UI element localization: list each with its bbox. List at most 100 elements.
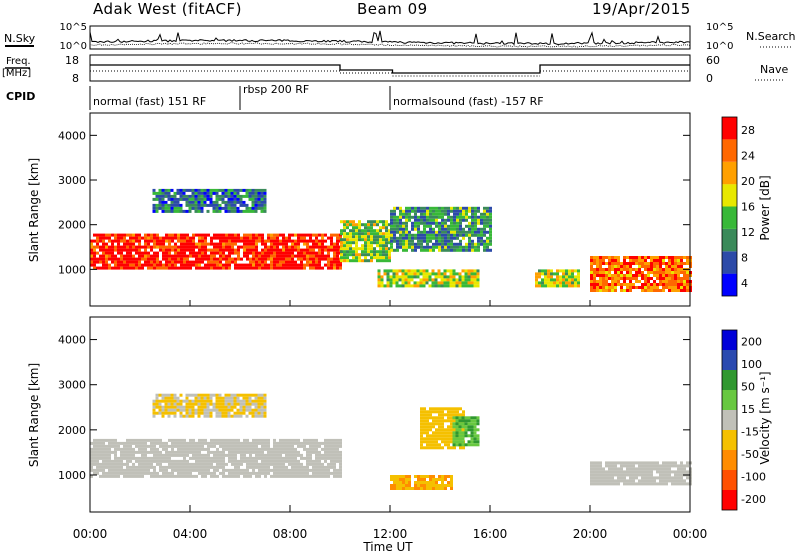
velocity-cell-0 (330, 450, 333, 454)
velocity-cell-5 (614, 482, 617, 486)
power-cell-2 (361, 223, 364, 227)
velocity-cell-4 (461, 419, 465, 423)
velocity-cell-5 (650, 476, 653, 480)
power-cell-0 (333, 257, 336, 261)
power-cell-0 (180, 254, 183, 258)
power-cell-2 (358, 223, 361, 227)
velocity-cell-5 (611, 479, 614, 483)
velocity-cell-2 (402, 478, 405, 481)
velocity-cell-5 (665, 467, 668, 471)
power-cell-5 (547, 272, 550, 276)
velocity-cell-0 (159, 441, 162, 445)
power-cell-1 (251, 191, 255, 195)
power-cell-1 (254, 203, 258, 207)
power-cell-3 (462, 206, 465, 210)
velocity-cell-3 (423, 428, 426, 432)
power-cell-5 (559, 281, 562, 285)
velocity-cell-0 (261, 456, 264, 460)
velocity-cell-1 (221, 408, 225, 412)
velocity-cell-1 (254, 408, 258, 412)
power-cell-3 (441, 206, 444, 210)
power-cell-6 (599, 289, 602, 292)
power-cell-3 (423, 218, 426, 222)
power-cell-2 (379, 232, 382, 236)
power-cell-2 (352, 259, 355, 263)
power-cell-3 (423, 212, 426, 216)
power-cell-0 (243, 263, 246, 267)
velocity-cell-0 (225, 441, 228, 445)
velocity-cell-4 (458, 428, 462, 432)
velocity-cell-1 (167, 393, 171, 397)
velocity-cell-0 (93, 459, 96, 463)
velocity-cell-0 (327, 471, 330, 475)
velocity-cell-5 (674, 470, 677, 474)
power-cell-6 (596, 265, 599, 268)
power-cell-1 (236, 191, 240, 195)
power-cell-0 (336, 254, 339, 258)
cpid-label: CPID (6, 90, 35, 103)
power-cell-2 (385, 256, 388, 260)
velocity-cell-2 (450, 487, 453, 490)
power-cell-3 (402, 227, 405, 231)
date-title: 19/Apr/2015 (592, 0, 691, 18)
x-tick-label-4: 16:00 (473, 527, 508, 541)
power-cell-1 (191, 194, 195, 198)
power-cell-0 (315, 239, 318, 243)
velocity-cell-0 (168, 474, 171, 478)
power-cell-0 (153, 254, 156, 258)
velocity-cell-1 (215, 393, 219, 397)
velocity-cell-0 (96, 456, 99, 460)
power-cell-6 (635, 274, 638, 277)
power-cell-0 (105, 245, 108, 249)
velocity-cell-0 (321, 471, 324, 475)
power-cell-0 (306, 260, 309, 264)
power-cell-6 (599, 259, 602, 262)
power-cell-5 (577, 284, 580, 288)
velocity-cell-0 (240, 447, 243, 451)
velocity-cell-5 (662, 464, 665, 468)
power-cell-0 (210, 266, 213, 270)
power-cell-5 (547, 275, 550, 279)
velocity-cell-3 (459, 446, 462, 450)
power-cell-6 (596, 289, 599, 292)
power-cell-3 (453, 236, 456, 240)
velocity-cell-0 (159, 474, 162, 478)
power-cell-2 (373, 235, 376, 239)
power-cell-0 (282, 242, 285, 246)
velocity-cell-5 (611, 476, 614, 480)
power-cell-0 (243, 254, 246, 258)
power-cell-3 (486, 218, 489, 222)
velocity-y-tick-label-1: 2000 (58, 424, 86, 437)
power-cell-6 (683, 289, 686, 292)
velocity-cell-5 (590, 461, 593, 465)
velocity-y-tick-label-2: 3000 (58, 379, 86, 392)
power-cell-0 (273, 239, 276, 243)
power-cell-6 (686, 283, 689, 286)
power-cell-6 (617, 265, 620, 268)
velocity-cell-0 (327, 462, 330, 466)
velocity-cell-1 (263, 405, 267, 409)
velocity-cell-4 (461, 443, 465, 447)
power-cell-3 (480, 221, 483, 225)
velocity-cell-1 (182, 399, 186, 403)
velocity-cell-2 (420, 487, 423, 490)
power-cell-3 (423, 239, 426, 243)
velocity-cell-0 (228, 471, 231, 475)
power-cell-1 (224, 191, 228, 195)
power-heatmap (90, 188, 692, 292)
velocity-cell-0 (111, 465, 114, 469)
velocity-cell-5 (599, 461, 602, 465)
velocity-cell-0 (288, 474, 291, 478)
power-cell-2 (361, 235, 364, 239)
velocity-cell-0 (216, 453, 219, 457)
power-cell-0 (288, 263, 291, 267)
power-cell-0 (324, 254, 327, 258)
velocity-cell-0 (171, 462, 174, 466)
power-cell-6 (605, 268, 608, 271)
power-cell-1 (188, 194, 192, 198)
velocity-cell-0 (147, 456, 150, 460)
power-cell-0 (96, 257, 99, 261)
power-cell-3 (450, 224, 453, 228)
power-cell-0 (264, 251, 267, 255)
power-cell-0 (132, 266, 135, 270)
